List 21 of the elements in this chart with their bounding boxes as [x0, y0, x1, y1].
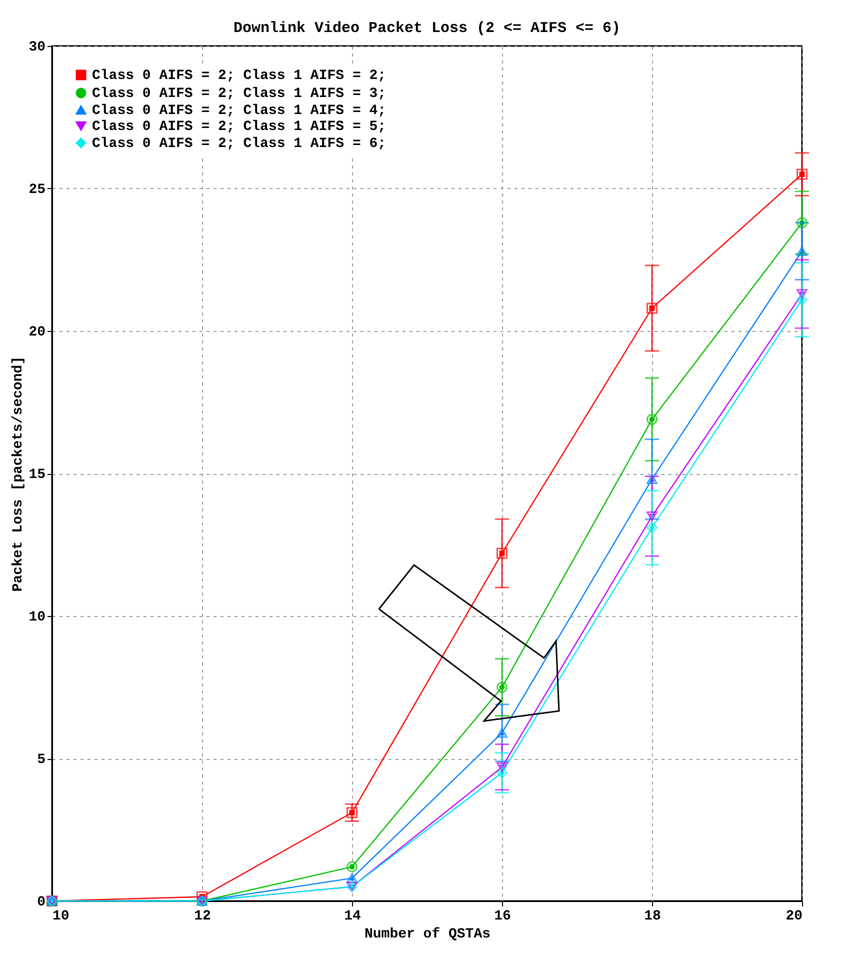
y-tick-label: 15: [28, 467, 46, 483]
y-tick-label: 30: [28, 40, 46, 56]
y-tick-label: 10: [28, 610, 46, 626]
legend-label: Class 0 AIFS = 2; Class 1 AIFS = 3;: [92, 86, 386, 102]
y-tick-label: 5: [37, 752, 46, 768]
legend-label: Class 0 AIFS = 2; Class 1 AIFS = 5;: [92, 119, 386, 135]
x-tick-label: 20: [786, 908, 802, 924]
x-axis-title: Number of QSTAs: [364, 926, 491, 942]
legend-label: Class 0 AIFS = 2; Class 1 AIFS = 4;: [92, 103, 386, 119]
y-tick-label: 25: [28, 182, 46, 198]
y-tick-label: 20: [28, 324, 46, 340]
y-tick-label: 0: [37, 894, 46, 910]
x-tick-label: 18: [644, 908, 661, 924]
legend-label: Class 0 AIFS = 2; Class 1 AIFS = 6;: [92, 136, 386, 152]
y-axis-title: Packet Loss [packets/second]: [10, 356, 27, 592]
legend-label: Class 0 AIFS = 2; Class 1 AIFS = 2;: [92, 68, 386, 84]
chart-title: Downlink Video Packet Loss (2 <= AIFS <= 6): [233, 20, 621, 37]
x-tick-label: 16: [494, 908, 511, 924]
x-tick-label: 12: [194, 908, 211, 924]
x-tick-label: 10: [52, 908, 70, 924]
x-tick-label: 14: [344, 908, 361, 924]
